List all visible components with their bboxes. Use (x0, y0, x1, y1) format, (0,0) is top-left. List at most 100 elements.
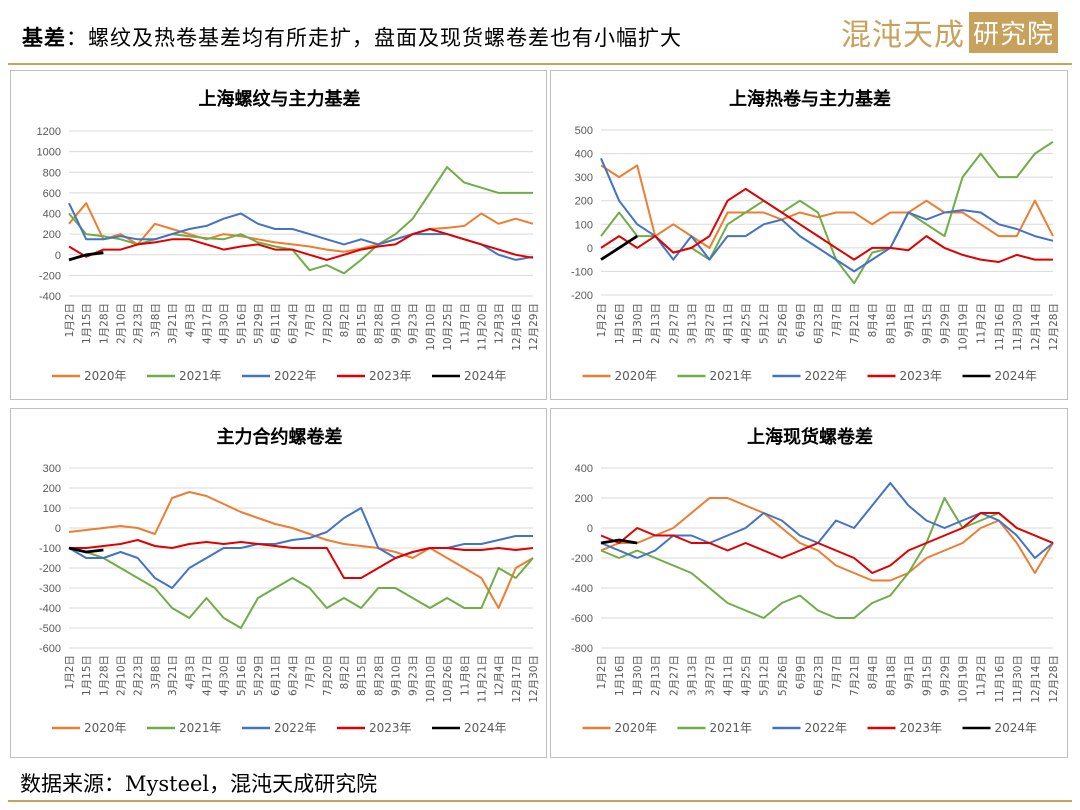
series-line-2024年 (68, 546, 104, 554)
y-tick-label: 400 (575, 463, 593, 475)
y-tick-label: -100 (571, 266, 593, 278)
x-tick-label: 2月10日 (116, 655, 128, 696)
x-tick-label: 3月13日 (686, 303, 698, 344)
x-tick-label: 5月12日 (759, 655, 771, 696)
x-tick-label: 1月28日 (98, 303, 110, 344)
x-tick-label: 10月25日 (442, 303, 454, 351)
x-tick-label: 11月30日 (1012, 655, 1024, 703)
x-tick-label: 6月23日 (813, 655, 825, 696)
series-line-2022年 (600, 157, 1054, 273)
chart-svg: 上海现货螺卷差 -800 -600 -400 -200 0 200 400 1月2日 1月16日 1… (571, 426, 1060, 735)
legend-label: 2024年 (464, 369, 507, 383)
x-tick-label: 1月15日 (81, 303, 93, 344)
x-tick-label: 8月2日 (339, 303, 351, 337)
x-tick-label: 9月29日 (940, 655, 952, 696)
y-tick-label: 100 (43, 503, 61, 515)
x-tick-label: 11月2日 (976, 303, 988, 344)
x-tick-label: 12月30日 (528, 655, 540, 703)
x-tick-label: 8月15日 (356, 655, 368, 696)
x-tick-label: 1月2日 (596, 655, 608, 689)
x-tick-label: 7月7日 (831, 303, 843, 337)
x-tick-label: 12月4日 (494, 655, 506, 696)
x-tick-label: 9月1日 (903, 655, 915, 689)
x-tick-label: 11月21日 (476, 655, 488, 703)
y-tick-label: 0 (587, 523, 593, 535)
x-tick-label: 5月26日 (777, 655, 789, 696)
chart-title: 主力合约螺卷差 (217, 426, 343, 448)
x-tick-label: 4月11日 (723, 655, 735, 696)
series-line-2023年 (600, 187, 1053, 263)
legend-label: 2021年 (710, 721, 753, 735)
series-line-2020年 (600, 164, 1054, 249)
y-tick-label: -400 (571, 583, 593, 595)
x-tick-label: 1月16日 (614, 655, 626, 696)
x-tick-label: 1月2日 (64, 303, 76, 337)
legend-label: 2020年 (615, 369, 658, 383)
chart-svg: 主力合约螺卷差 -600 -500 -400 -300 -200 -100 0 100 200 30… (39, 426, 540, 735)
x-tick-label: 2月23日 (133, 655, 145, 696)
y-tick-label: -200 (571, 290, 593, 302)
x-tick-label: 11月7日 (459, 303, 471, 344)
chart-panel-futures-spread: 主力合约螺卷差 -600 -500 -400 -300 -200 -100 0 100 200 30… (10, 408, 547, 758)
x-tick-label: 11月2日 (976, 655, 988, 696)
x-tick-label: 4月11日 (723, 303, 735, 344)
x-tick-label: 11月16日 (994, 655, 1006, 703)
x-tick-label: 2月13日 (650, 655, 662, 696)
x-tick-label: 7月7日 (305, 303, 317, 337)
x-tick-label: 6月24日 (287, 303, 299, 344)
x-tick-label: 4月25日 (741, 303, 753, 344)
y-tick-label: -800 (571, 643, 593, 655)
chart-svg: 上海螺纹与主力基差 -400 -200 0 200 400 600 800 1000 1200 1月… (37, 88, 540, 383)
x-tick-label: 4月17日 (201, 303, 213, 344)
legend-label: 2023年 (900, 369, 943, 383)
x-tick-label: 5月16日 (236, 655, 248, 696)
legend-label: 2023年 (369, 721, 412, 735)
series-line-2022年 (68, 507, 533, 589)
y-tick-label: -600 (571, 613, 593, 625)
x-tick-label: 11月20日 (476, 303, 488, 351)
x-tick-label: 8月18日 (885, 303, 897, 344)
x-tick-label: 8月18日 (885, 655, 897, 696)
x-tick-label: 10月26日 (442, 655, 454, 703)
x-tick-label: 3月8日 (150, 303, 162, 337)
y-tick-label: -300 (39, 583, 61, 595)
x-tick-label: 4月3日 (184, 303, 196, 337)
x-tick-label: 12月14日 (1030, 655, 1042, 703)
y-tick-label: -200 (571, 553, 593, 565)
x-tick-label: 8月28日 (373, 303, 385, 344)
x-tick-label: 9月10日 (391, 303, 403, 344)
x-tick-label: 8月28日 (373, 655, 385, 696)
x-tick-label: 4月30日 (219, 655, 231, 696)
y-tick-label: 300 (43, 463, 61, 475)
x-tick-label: 3月13日 (686, 655, 698, 696)
x-tick-label: 10月19日 (958, 655, 970, 703)
chart-title: 上海热卷与主力基差 (729, 88, 891, 110)
y-tick-label: 800 (43, 167, 61, 179)
x-tick-label: 2月10日 (116, 303, 128, 344)
x-tick-label: 10月10日 (425, 303, 437, 351)
y-tick-label: 200 (575, 493, 593, 505)
x-tick-label: 6月23日 (813, 303, 825, 344)
x-tick-label: 9月23日 (408, 303, 420, 344)
y-tick-label: -600 (39, 643, 61, 655)
x-tick-label: 12月28日 (1048, 303, 1060, 351)
x-tick-label: 4月17日 (201, 655, 213, 696)
series-line-2024年 (600, 538, 638, 545)
y-tick-label: 600 (43, 188, 61, 200)
legend-label: 2022年 (805, 369, 848, 383)
title-text: ：螺纹及热卷基差均有所走扩，盘面及现货螺卷差也有小幅扩大 (66, 26, 682, 50)
x-tick-label: 5月16日 (236, 303, 248, 344)
x-tick-label: 11月8日 (459, 655, 471, 696)
x-tick-label: 8月15日 (356, 303, 368, 344)
y-tick-label: 0 (55, 250, 61, 262)
x-tick-label: 12月29日 (528, 303, 540, 351)
brand-name: 混沌天成 (840, 18, 965, 53)
x-tick-label: 1月28日 (98, 655, 110, 696)
x-tick-label: 3月21日 (167, 655, 179, 696)
chart-title: 上海现货螺卷差 (747, 426, 873, 448)
x-tick-label: 6月11日 (270, 303, 282, 344)
y-tick-label: -400 (39, 603, 61, 615)
legend-label: 2020年 (84, 369, 127, 383)
x-tick-label: 6月9日 (795, 655, 807, 689)
x-tick-label: 9月23日 (408, 655, 420, 696)
